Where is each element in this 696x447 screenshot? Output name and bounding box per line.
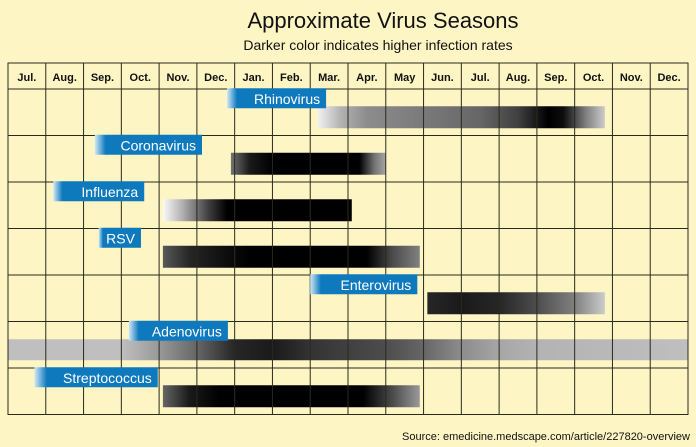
month-label-2: Sep. [91, 72, 114, 84]
label-box-adenovirus [128, 320, 228, 341]
month-label-16: Nov. [620, 72, 643, 84]
month-label-12: Jul. [471, 72, 490, 84]
source-note: Source: emedicine.medscape.com/article/2… [402, 431, 690, 443]
bar-coronavirus [230, 152, 386, 175]
month-label-17: Dec. [657, 72, 680, 84]
label-streptococcus: Streptococcus [63, 370, 152, 386]
month-label-4: Nov. [166, 72, 189, 84]
bar-rsv [162, 245, 420, 268]
chart-title: Approximate Virus Seasons [247, 8, 518, 33]
month-label-7: Feb. [280, 72, 303, 84]
grid [7, 62, 689, 415]
label-box-rhinovirus [227, 88, 327, 109]
label-box-influenza [53, 181, 145, 202]
label-enterovirus: Enterovirus [341, 277, 412, 293]
month-label-0: Jul. [17, 72, 36, 84]
label-box-enterovirus [310, 274, 418, 295]
month-labels: Jul. Aug. Sep. Oct. Nov. Dec. Jan. Feb. Mar. Apr.… [17, 72, 680, 84]
bar-enterovirus [427, 292, 605, 315]
bar-streptococcus [162, 385, 420, 408]
label-rsv: RSV [106, 230, 135, 246]
month-label-15: Oct. [583, 72, 604, 84]
label-box-rsv [98, 227, 141, 248]
label-box-streptococcus [34, 367, 158, 388]
label-adenovirus: Adenovirus [152, 323, 222, 339]
label-coronavirus: Coronavirus [121, 137, 196, 153]
label-influenza: Influenza [81, 184, 138, 200]
chart-subtitle: Darker color indicates higher infection … [243, 37, 512, 53]
month-label-6: Jan. [243, 72, 265, 84]
month-label-11: Jun. [431, 72, 454, 84]
bar-influenza [162, 199, 352, 222]
month-label-1: Aug. [52, 72, 76, 84]
month-label-13: Aug. [506, 72, 530, 84]
month-label-9: Apr. [356, 72, 377, 84]
label-box-coronavirus [94, 134, 202, 155]
virus-labels: Rhinovirus Coronavirus Influenza RSV Enterov… [34, 88, 418, 388]
month-label-3: Oct. [130, 72, 151, 84]
month-label-8: Mar. [318, 72, 340, 84]
month-label-10: May [394, 72, 416, 84]
month-label-14: Sep. [544, 72, 567, 84]
label-rhinovirus: Rhinovirus [254, 91, 320, 107]
month-label-5: Dec. [204, 72, 227, 84]
